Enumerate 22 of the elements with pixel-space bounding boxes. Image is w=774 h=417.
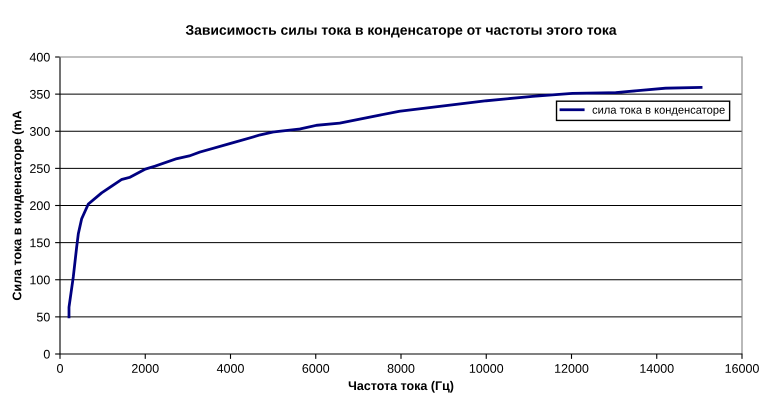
y-tick-label: 350 — [30, 90, 50, 99]
x-tick-label: 10000 — [470, 364, 504, 373]
y-tick-label: 150 — [30, 238, 50, 248]
x-tick-label: 8000 — [388, 364, 414, 373]
x-tick-label: 6000 — [302, 364, 330, 373]
x-tick-label: 16000 — [726, 364, 759, 373]
y-axis-title: Сила тока в конденсаторе (mA — [12, 110, 24, 300]
y-tick-label: 400 — [30, 52, 50, 62]
x-tick-label: 14000 — [640, 364, 674, 373]
x-tick-label: 4000 — [216, 364, 244, 373]
x-tick-label: 2000 — [132, 364, 159, 373]
y-tick-label: 0 — [44, 350, 50, 359]
y-tick-label: 200 — [30, 201, 50, 210]
x-axis-title: Частота тока (Гц) — [348, 380, 454, 393]
y-tick-label: 300 — [30, 127, 50, 136]
legend-label: сила тока в конденсаторе — [592, 108, 725, 116]
y-tick-label: 100 — [30, 276, 50, 284]
y-tick-label: 250 — [30, 164, 50, 174]
x-tick-label: 0 — [57, 364, 63, 373]
x-tick-label: 12000 — [555, 364, 588, 373]
chart-title: Зависимость силы тока в конденсаторе от частоты этого тока — [186, 25, 617, 38]
y-tick-label: 50 — [36, 312, 50, 322]
